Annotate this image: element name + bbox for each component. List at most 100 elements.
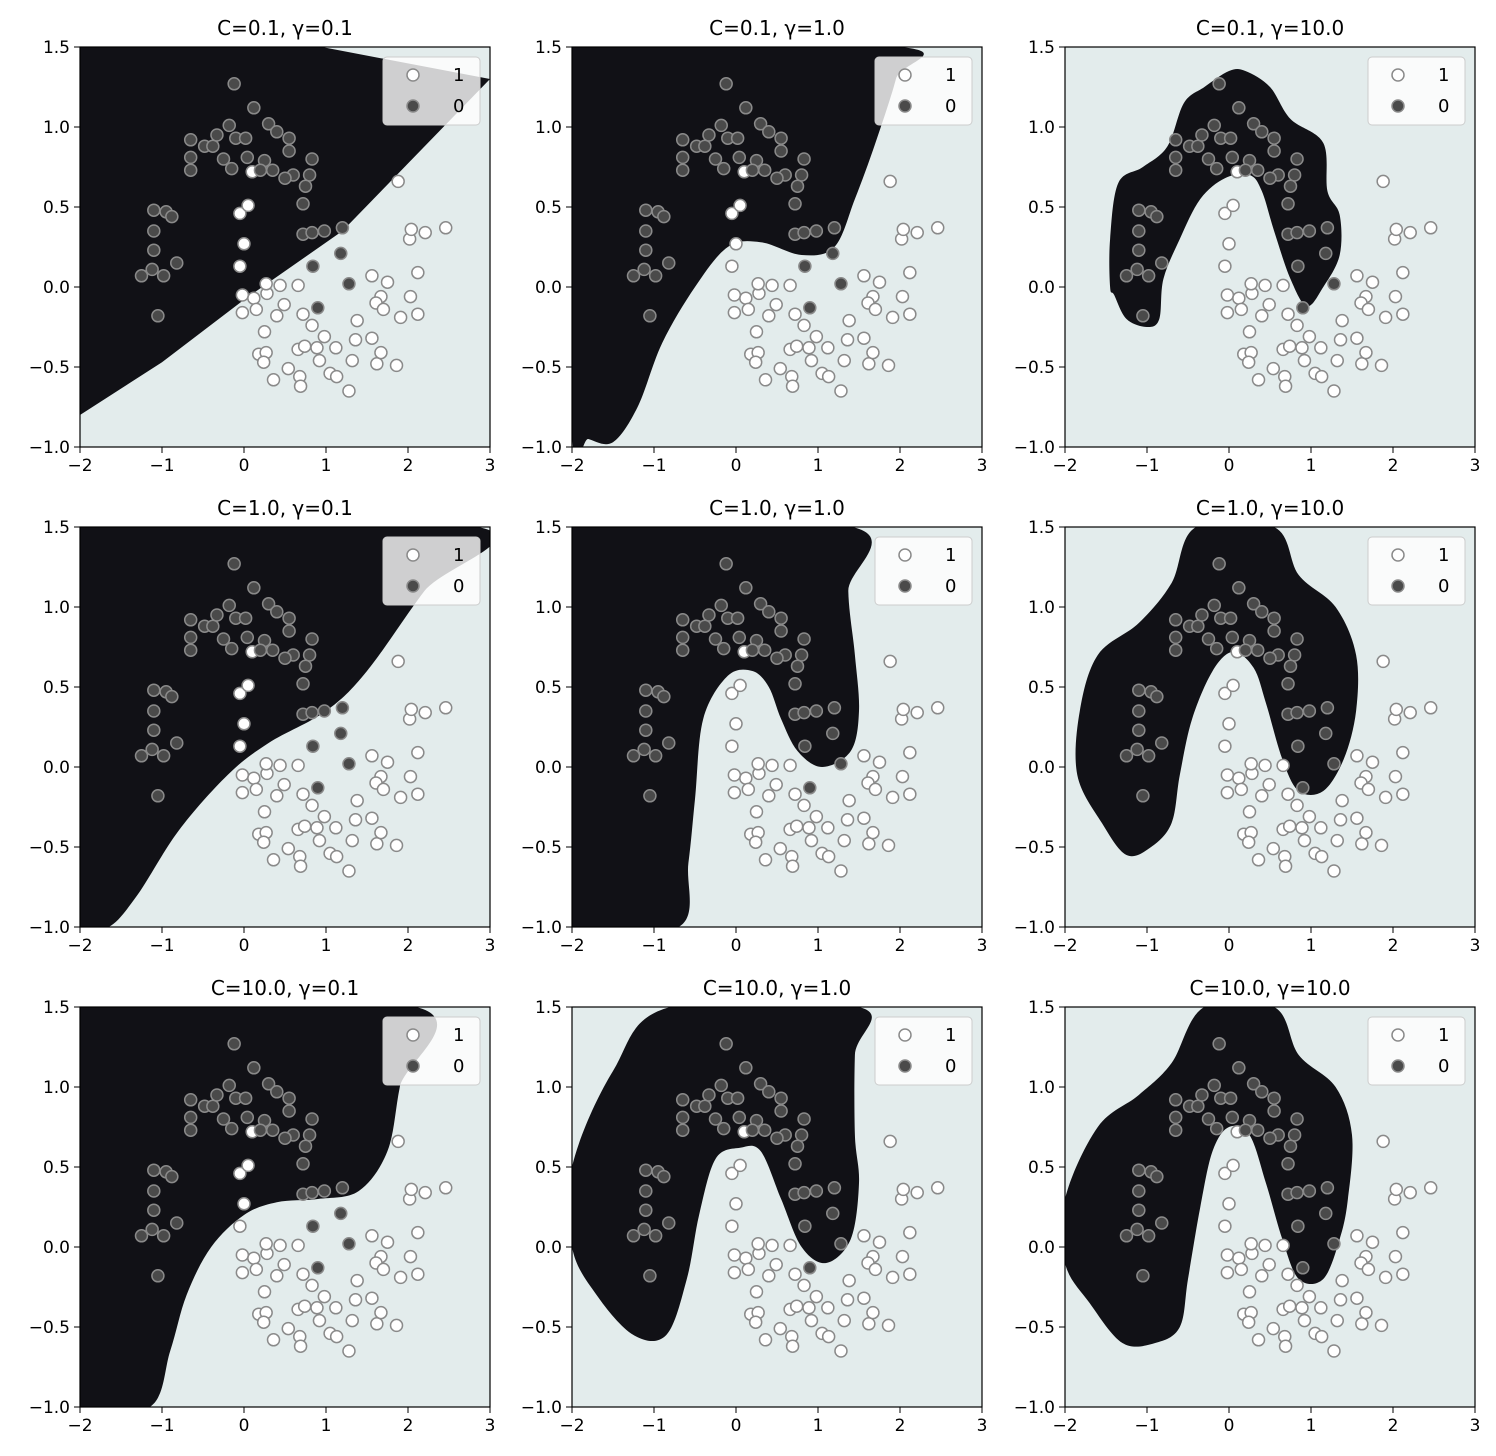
point-class-0 <box>1168 1110 1183 1125</box>
point-class-1 <box>233 206 247 221</box>
legend: 10 <box>382 56 481 126</box>
point-class-1 <box>1234 1262 1249 1277</box>
point-class-1 <box>837 833 851 848</box>
point-class-0 <box>1155 256 1169 270</box>
point-class-1 <box>235 768 250 782</box>
point-class-1 <box>773 361 788 376</box>
point-class-0 <box>1130 262 1144 277</box>
point-class-0 <box>648 1229 663 1243</box>
point-class-1 <box>1297 353 1312 368</box>
data-points <box>626 77 945 398</box>
subplot-title: C=1.0, γ=0.1 <box>217 496 353 520</box>
point-class-0 <box>698 619 712 633</box>
point-class-1 <box>1327 384 1341 398</box>
point-class-0 <box>1119 749 1134 763</box>
point-class-1 <box>903 307 917 321</box>
point-class-1 <box>802 341 816 355</box>
point-class-1 <box>1218 1219 1232 1233</box>
axes-frame <box>571 46 983 448</box>
point-class-1 <box>350 1273 364 1288</box>
axes-frame <box>1064 46 1476 448</box>
y-tick-label: −0.5 <box>521 838 562 858</box>
legend-marker <box>406 579 420 593</box>
point-class-1 <box>317 329 332 344</box>
point-class-1 <box>1389 222 1404 237</box>
point-class-1 <box>885 790 900 805</box>
point-class-1 <box>881 358 896 373</box>
point-class-1 <box>783 758 797 773</box>
point-class-0 <box>788 197 802 211</box>
legend-marker <box>898 1059 912 1073</box>
point-class-0 <box>1141 749 1156 763</box>
point-class-1 <box>930 1181 945 1195</box>
point-class-0 <box>1225 150 1240 165</box>
point-class-1 <box>345 353 359 368</box>
y-tick-label: −1.0 <box>1014 918 1055 938</box>
point-class-1 <box>235 305 250 320</box>
point-class-1 <box>1266 1321 1281 1336</box>
point-class-0 <box>1141 1229 1156 1243</box>
point-class-0 <box>1155 736 1169 750</box>
point-class-1 <box>365 811 379 825</box>
x-tick-label: 0 <box>239 1416 250 1436</box>
point-class-1 <box>725 206 739 221</box>
legend-label: 1 <box>453 545 464 566</box>
point-class-0 <box>302 1128 317 1142</box>
point-class-1 <box>783 278 797 293</box>
point-class-0 <box>147 1163 161 1177</box>
decision-region-class-0 <box>572 1007 872 1341</box>
x-tick-label: 2 <box>895 456 906 476</box>
point-class-1 <box>1378 310 1393 325</box>
point-class-1 <box>1242 325 1257 339</box>
point-class-0 <box>626 1229 641 1243</box>
point-class-1 <box>1396 1225 1410 1240</box>
point-class-0 <box>1168 150 1183 165</box>
point-class-1 <box>273 1238 287 1253</box>
point-class-0 <box>247 101 261 115</box>
point-class-1 <box>1374 1318 1389 1333</box>
point-class-0 <box>716 161 731 176</box>
point-class-1 <box>418 1185 432 1200</box>
point-class-1 <box>312 833 327 848</box>
point-class-0 <box>210 608 224 622</box>
y-tick-label: 0.0 <box>1028 758 1055 778</box>
point-class-1 <box>312 353 327 368</box>
point-class-0 <box>675 630 690 645</box>
point-class-0 <box>675 163 690 177</box>
point-class-1 <box>837 1313 851 1328</box>
y-tick-label: −0.5 <box>29 838 70 858</box>
point-class-1 <box>389 838 404 853</box>
point-class-1 <box>739 1251 753 1265</box>
data-points <box>1119 1037 1438 1358</box>
legend-label: 1 <box>453 65 464 86</box>
y-tick-label: −1.0 <box>29 1398 70 1418</box>
point-class-0 <box>1132 224 1146 238</box>
point-class-0 <box>1155 1216 1169 1230</box>
point-class-1 <box>797 1278 811 1293</box>
point-class-1 <box>872 275 887 289</box>
point-class-0 <box>1291 739 1305 753</box>
point-class-0 <box>227 77 241 91</box>
point-class-0 <box>826 1206 840 1221</box>
point-class-0 <box>147 203 161 217</box>
point-class-1 <box>393 1270 408 1285</box>
x-tick-label: 2 <box>403 936 414 956</box>
x-tick-label: 2 <box>895 1416 906 1436</box>
point-class-0 <box>809 1184 824 1198</box>
data-points <box>134 77 453 398</box>
point-class-1 <box>380 275 395 289</box>
point-class-0 <box>282 1091 296 1105</box>
point-class-0 <box>1267 611 1281 625</box>
point-class-1 <box>1388 1249 1403 1264</box>
point-class-0 <box>134 269 149 283</box>
x-tick-label: 3 <box>977 936 988 956</box>
legend-label: 1 <box>1438 1025 1449 1046</box>
point-class-0 <box>1207 118 1221 133</box>
legend-label: 0 <box>1438 576 1449 597</box>
point-class-1 <box>1276 758 1290 773</box>
point-class-0 <box>247 581 261 595</box>
point-class-0 <box>798 739 812 753</box>
point-class-0 <box>335 221 350 235</box>
point-class-1 <box>1333 1293 1348 1307</box>
legend-box <box>874 1016 973 1086</box>
